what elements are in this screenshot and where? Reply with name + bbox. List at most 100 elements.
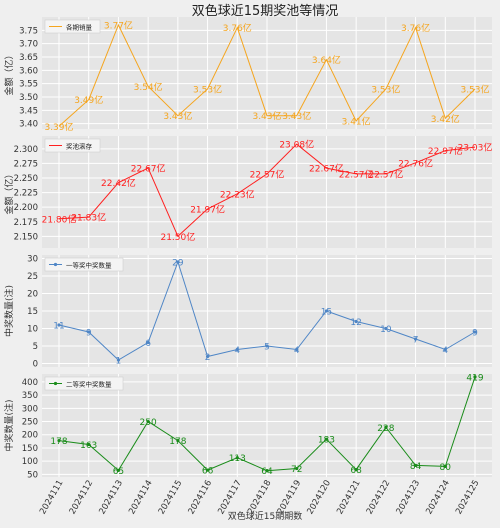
data-label: 3.41亿 xyxy=(342,116,371,128)
y-tick-label: 3.60 xyxy=(19,66,38,76)
data-label: 3.39亿 xyxy=(44,121,73,133)
data-point xyxy=(265,344,269,348)
data-point xyxy=(87,442,91,447)
data-label: 12 xyxy=(350,318,361,328)
x-tick-label: 2024122 xyxy=(365,479,393,517)
data-label: 21.83亿 xyxy=(71,212,106,224)
data-label: 419 xyxy=(466,373,483,383)
data-point xyxy=(354,319,358,324)
y-tick-label: 3.40 xyxy=(19,120,38,130)
data-label: 3.43亿 xyxy=(282,110,311,122)
data-label: 6 xyxy=(145,339,151,349)
data-point xyxy=(146,340,150,345)
y-tick-label: 3.70 xyxy=(19,40,38,50)
legend-label: 二等奖中奖数量 xyxy=(66,380,112,389)
data-label: 1 xyxy=(116,357,122,367)
x-tick-label: 2024118 xyxy=(246,479,274,517)
data-label: 15 xyxy=(321,308,332,318)
data-label: 22.57亿 xyxy=(250,168,285,180)
y-tick-label: 20 xyxy=(27,290,38,300)
legend-box xyxy=(44,19,101,34)
data-label: 66 xyxy=(202,467,214,477)
y-tick-label: 3.45 xyxy=(19,106,38,116)
data-point xyxy=(57,323,61,327)
y-tick-label: 2.300 xyxy=(14,145,38,155)
y-tick-label: 3.50 xyxy=(19,93,38,103)
x-tick-label: 2024116 xyxy=(187,479,215,517)
y-tick-label: 3.55 xyxy=(19,80,38,90)
legend-box xyxy=(44,257,124,272)
data-point xyxy=(443,464,447,469)
data-point xyxy=(116,358,121,362)
data-label: 23.08亿 xyxy=(279,139,314,151)
data-point xyxy=(116,468,121,472)
data-label: 113 xyxy=(229,454,246,464)
x-tick-label: 2024113 xyxy=(97,479,125,517)
y-tick-label: 2.275 xyxy=(14,159,38,169)
data-label: 4 xyxy=(294,346,300,356)
x-tick-label: 2024120 xyxy=(305,479,333,517)
y-tick-label: 3.75 xyxy=(19,26,38,36)
y-tick-label: 2.150 xyxy=(14,232,38,242)
legend-box xyxy=(44,138,101,153)
x-tick-label: 2024111 xyxy=(38,479,66,517)
data-point xyxy=(443,347,447,352)
data-label: 22.67亿 xyxy=(131,163,166,175)
series-line xyxy=(58,143,476,238)
data-point xyxy=(354,468,358,472)
data-point xyxy=(205,354,210,359)
data-point xyxy=(176,260,180,264)
data-label: 4 xyxy=(442,346,448,356)
data-label: 23.03亿 xyxy=(458,142,493,154)
data-label: 22.97亿 xyxy=(428,145,463,157)
data-label: 10 xyxy=(380,325,392,335)
data-label: 21.50亿 xyxy=(160,231,195,243)
data-point xyxy=(176,438,180,443)
x-tick-label: 2024115 xyxy=(157,479,185,517)
data-point xyxy=(87,330,91,334)
data-point xyxy=(146,419,150,424)
y-tick-label: 2.175 xyxy=(14,218,38,228)
y-tick-label: 250 xyxy=(22,418,38,428)
data-point xyxy=(324,437,329,441)
legend-label: 一等奖中奖数量 xyxy=(66,261,112,270)
x-tick-label: 2024121 xyxy=(335,479,363,517)
y-tick-label: 0 xyxy=(33,360,38,370)
data-label: 228 xyxy=(377,424,394,434)
legend-marker xyxy=(53,381,58,386)
data-label: 3.42亿 xyxy=(431,113,460,125)
legend-box xyxy=(44,376,124,391)
data-label: 3.76亿 xyxy=(401,22,430,34)
data-label: 2 xyxy=(205,353,211,363)
y-tick-label: 5 xyxy=(33,342,38,352)
y-tick-label: 300 xyxy=(22,404,38,414)
data-label: 3.53亿 xyxy=(460,84,489,96)
data-label: 3.49亿 xyxy=(74,94,103,106)
legend-marker xyxy=(53,262,58,267)
data-label: 22.57亿 xyxy=(339,168,374,180)
y-tick-label: 15 xyxy=(27,307,38,317)
data-point xyxy=(384,425,388,429)
data-label: 183 xyxy=(318,436,335,446)
data-label: 65 xyxy=(113,467,124,477)
data-point xyxy=(57,438,61,443)
x-tick-label: 2024112 xyxy=(68,479,96,517)
data-label: 64 xyxy=(261,467,273,477)
data-point xyxy=(235,456,239,460)
legend-label: 奖池滚存 xyxy=(66,142,93,151)
data-label: 3.43亿 xyxy=(163,110,192,122)
data-label: 3.43亿 xyxy=(252,110,281,122)
data-point xyxy=(384,326,388,331)
y-axis-title: 中奖数量(注) xyxy=(3,399,15,451)
data-label: 7 xyxy=(413,336,419,346)
y-tick-label: 2.250 xyxy=(14,174,38,184)
data-label: 29 xyxy=(172,259,184,269)
chart-title: 双色球近15期奖池等情况 xyxy=(192,3,339,19)
data-label: 250 xyxy=(140,418,157,428)
data-label: 22.23亿 xyxy=(220,188,255,200)
x-tick-label: 2024124 xyxy=(424,479,452,517)
data-label: 163 xyxy=(80,441,97,451)
data-label: 3.77亿 xyxy=(104,20,133,32)
x-tick-label: 2024125 xyxy=(454,479,482,517)
